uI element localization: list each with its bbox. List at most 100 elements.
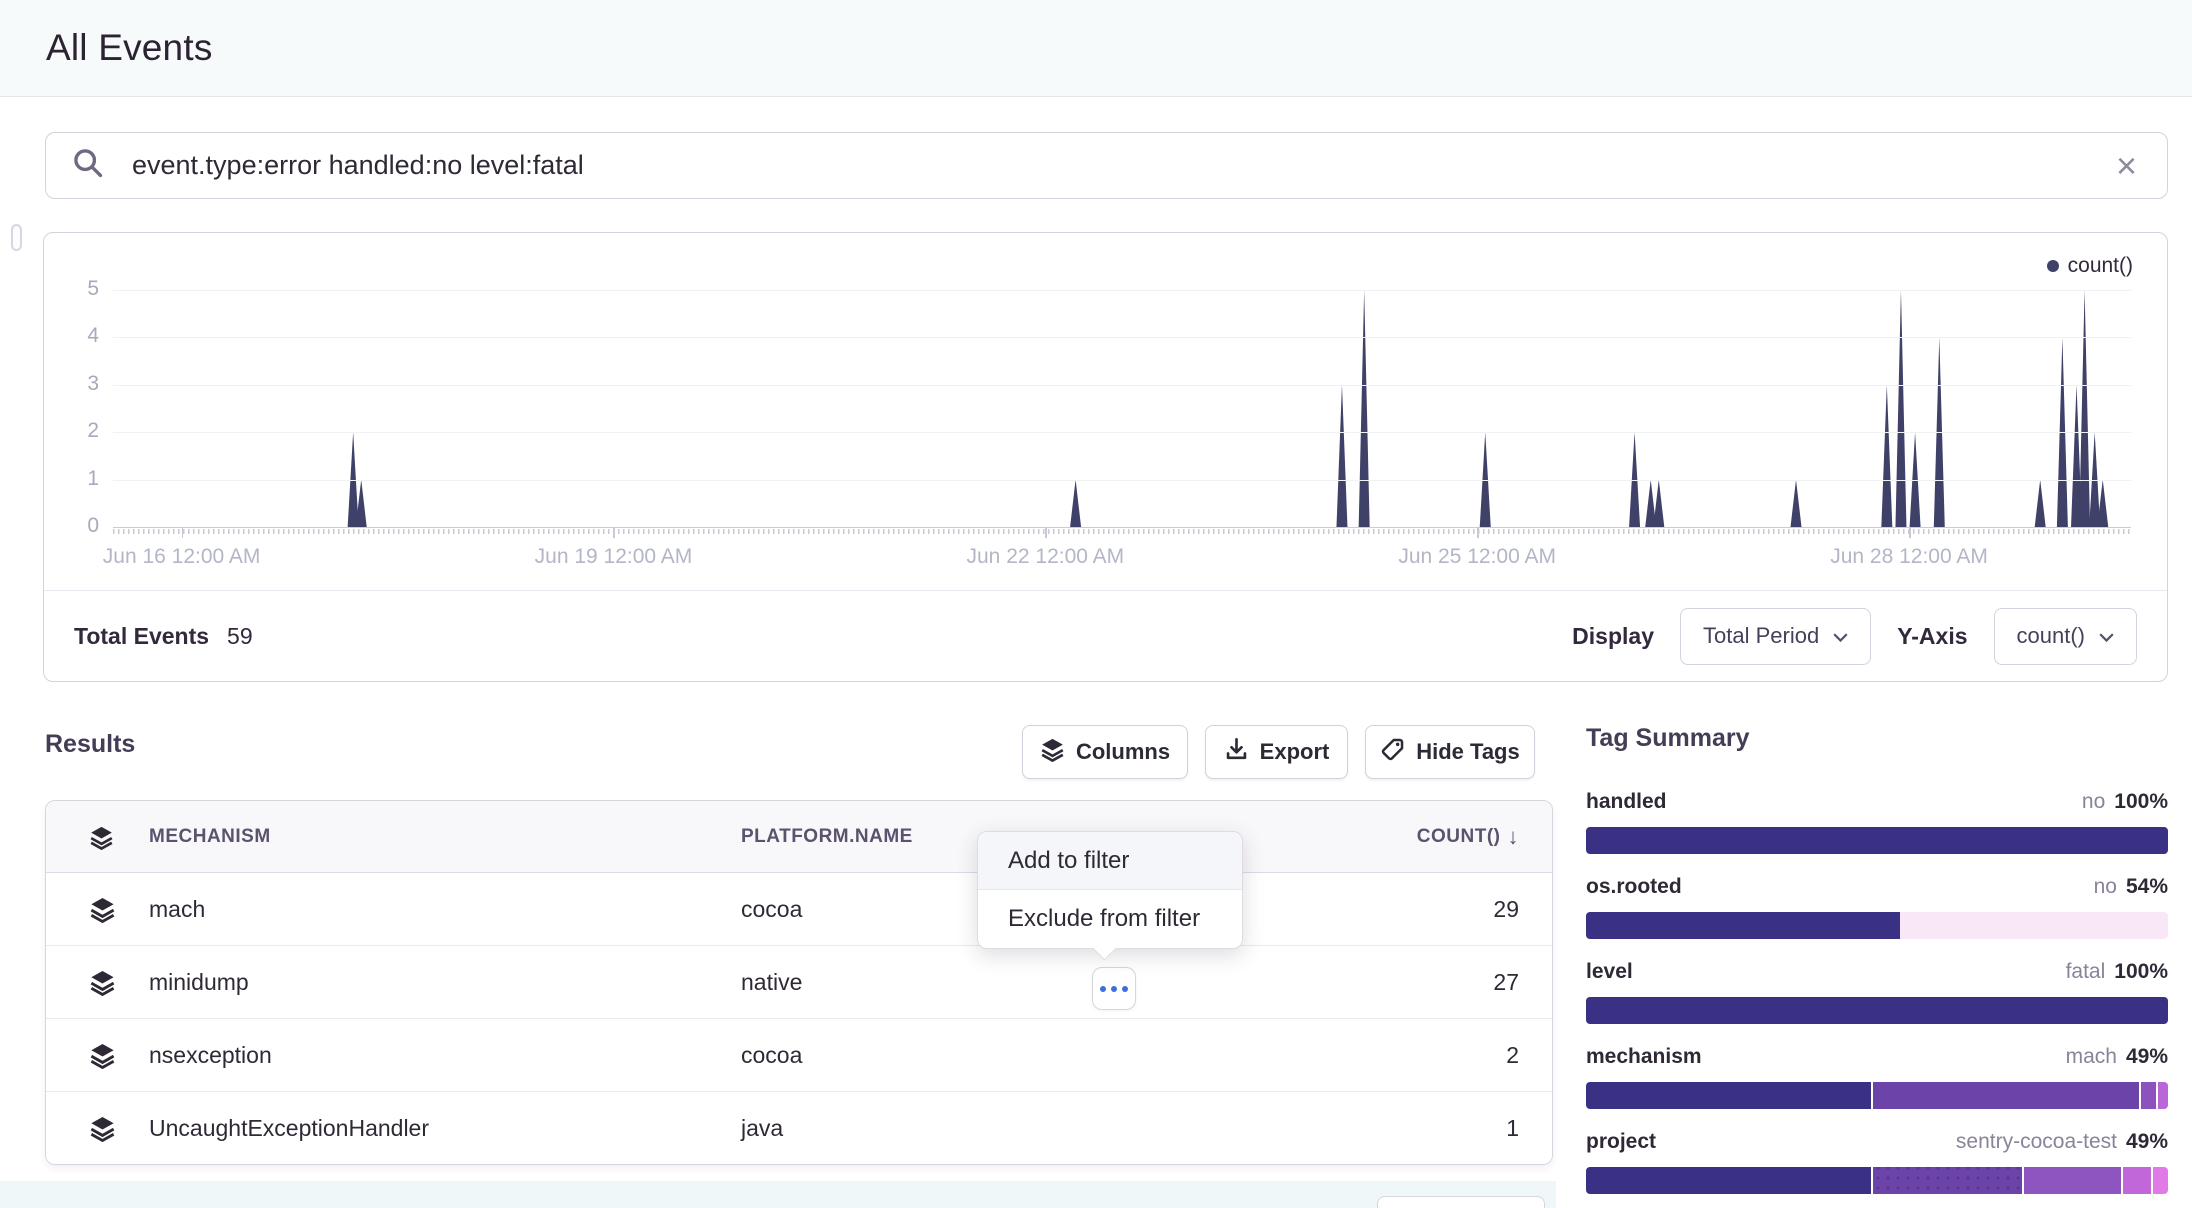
yaxis-dropdown[interactable]: count() [1993,607,2137,665]
x-axis-tick-label: Jun 22 12:00 AM [966,545,1125,568]
page-header: All Events [0,0,2192,97]
legend-label: count() [2067,254,2133,277]
tag-entry-handled: handled no 100% [1586,790,2168,854]
column-header-count[interactable]: COUNT() ↓ [1416,824,1519,849]
tag-bar-segment[interactable] [1900,912,2168,939]
tag-percentage: 54% [2125,875,2168,898]
hide-tags-button[interactable]: Hide Tags [1365,725,1535,779]
tag-distribution-bar[interactable] [1586,1082,2168,1109]
page-title: All Events [46,27,213,68]
tag-bar-segment[interactable] [1586,912,1901,939]
gridline [113,337,2131,339]
cell-action-menu: Add to filter Exclude from filter [977,831,1243,961]
tag-icon [1380,737,1405,768]
stack-icon [89,946,116,1019]
cell-platform[interactable]: cocoa [741,1042,803,1068]
drag-handle[interactable] [11,224,22,251]
search-bar[interactable]: × [45,132,2168,199]
columns-button[interactable]: Columns [1022,725,1188,779]
y-axis-tick-label: 2 [87,419,99,443]
cell-mechanism[interactable]: nsexception [149,1042,272,1068]
events-area-chart[interactable] [113,290,2131,527]
cell-mechanism[interactable]: mach [149,896,206,922]
table-row[interactable]: minidump native 27 [46,946,1552,1019]
x-axis-tick [613,527,615,538]
stack-icon [89,873,116,946]
search-input[interactable] [132,150,2112,181]
cell-count[interactable]: 1 [1506,1115,1519,1141]
tag-bar-segment[interactable] [1586,997,2168,1024]
stack-icon [89,1019,116,1092]
cell-count[interactable]: 27 [1493,969,1519,995]
y-axis-tick-label: 3 [87,371,99,395]
cell-mechanism[interactable]: minidump [149,969,249,995]
page-bottom-strip [0,1181,1556,1208]
tag-percentage: 100% [2114,960,2168,983]
tag-bar-segment[interactable] [2024,1167,2122,1194]
column-header-mechanism[interactable]: MECHANISM [149,826,271,847]
tag-bar-segment[interactable] [2123,1167,2151,1194]
tag-bar-segment[interactable] [2152,1167,2168,1194]
tag-entry-level: level fatal 100% [1586,960,2168,1024]
stack-icon [89,1092,116,1164]
gridline [113,290,2131,291]
chevron-down-icon [1833,623,1848,649]
tag-percentage: 100% [2114,790,2168,813]
tag-name: mechanism [1586,1045,1702,1068]
display-dropdown[interactable]: Total Period [1680,607,1872,665]
cell-count[interactable]: 29 [1493,896,1519,922]
tag-summary-title: Tag Summary [1586,724,1750,752]
tag-top-value: fatal [2065,960,2106,983]
tag-bar-segment[interactable] [1873,1167,2023,1194]
x-axis-tick [1909,527,1911,538]
table-row[interactable]: mach cocoa 29 [46,873,1552,946]
display-label: Display [1572,622,1654,649]
gridline [113,527,2131,528]
tag-distribution-bar[interactable] [1586,997,2168,1024]
x-axis-tick-label: Jun 25 12:00 AM [1398,545,1556,568]
gridline [113,432,2131,434]
tag-name: os.rooted [1586,875,1682,898]
x-axis-tick-label: Jun 28 12:00 AM [1830,545,1988,568]
tag-bar-segment[interactable] [2158,1082,2168,1109]
cell-mechanism[interactable]: UncaughtExceptionHandler [149,1115,430,1141]
tag-bar-segment[interactable] [1873,1082,2139,1109]
clear-search-icon[interactable]: × [2115,144,2137,186]
tag-top-value: no [2081,790,2106,813]
column-header-platform[interactable]: PLATFORM.NAME [741,826,913,847]
table-row[interactable]: nsexception cocoa 2 [46,1019,1552,1092]
cell-count[interactable]: 2 [1506,1042,1519,1068]
table-header-row: MECHANISM PLATFORM.NAME COUNT() ↓ [46,801,1552,873]
tag-entry-os-rooted: os.rooted no 54% [1586,875,2168,939]
menu-item-exclude-from-filter[interactable]: Exclude from filter [1008,905,1201,932]
y-axis-tick-label: 0 [87,514,99,537]
chevron-down-icon [2099,623,2114,649]
cell-platform[interactable]: native [741,969,803,995]
stack-icon [1040,737,1065,768]
cell-platform[interactable]: java [741,1115,784,1141]
tag-top-value: sentry-cocoa-test [1955,1130,2117,1153]
row-actions-button[interactable] [1092,967,1136,1010]
gridline [113,479,2131,481]
pagination-button[interactable] [1377,1196,1545,1208]
tag-bar-segment[interactable] [1586,1082,1872,1109]
table-row[interactable]: UncaughtExceptionHandler java 1 [46,1092,1552,1164]
stack-icon[interactable] [89,801,114,873]
cell-platform[interactable]: cocoa [741,896,803,922]
legend-dot-icon [2046,260,2059,272]
export-button[interactable]: Export [1205,725,1348,779]
tag-distribution-bar[interactable] [1586,1167,2168,1194]
chart-legend[interactable]: count() [2046,254,2133,278]
tag-distribution-bar[interactable] [1586,827,2168,854]
tag-summary-panel: Tag Summary handled no 100% os.rooted no… [1586,722,2168,1208]
tag-bar-segment[interactable] [1586,1167,1872,1194]
tag-top-value: mach [2065,1045,2117,1068]
menu-item-add-to-filter[interactable]: Add to filter [978,832,1242,890]
tag-bar-segment[interactable] [1586,827,2168,854]
x-axis-tick-label: Jun 16 12:00 AM [102,545,261,568]
gridline [113,384,2131,386]
tag-bar-segment[interactable] [2140,1082,2157,1109]
tag-entry-mechanism: mechanism mach 49% [1586,1045,2168,1109]
tag-distribution-bar[interactable] [1586,912,2168,939]
results-title: Results [45,730,136,758]
